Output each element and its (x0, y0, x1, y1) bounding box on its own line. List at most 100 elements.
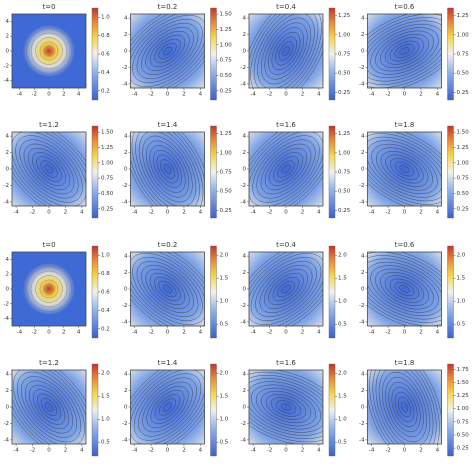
x-tick-label: -4 (132, 210, 138, 216)
y-tick-label: -2 (122, 303, 127, 309)
colorbar-tick-label: 1.50 (220, 12, 233, 18)
colorbar-tick-label: 0.75 (338, 170, 351, 176)
contour-line (281, 284, 291, 294)
field-bg (130, 132, 205, 206)
y-tick-label: 0 (361, 405, 365, 411)
panel-title: t=1.6 (276, 121, 296, 129)
x-tick-label: 2 (301, 210, 305, 216)
contour-line (163, 402, 172, 412)
contour-line (160, 159, 175, 179)
colorbar-tick-label: 0.5 (338, 322, 347, 328)
contour-line (249, 381, 323, 433)
colorbar-tick-label: 0.2 (101, 326, 110, 332)
x-tick-label: 0 (403, 92, 407, 98)
panel: t=1.4 -4 -2 0 2 4 -4 -2 0 2 4 0.25 0.50 0.75 1.00 1.25 (122, 121, 233, 219)
y-tick-label: -4 (122, 437, 128, 443)
x-tick-label: -4 (369, 210, 375, 216)
colorbar-tick-label: 0.5 (338, 440, 347, 446)
colorbar-tick-label: 1.0 (101, 253, 110, 259)
contour-line (250, 14, 322, 88)
y-tick-label: 2 (124, 270, 128, 276)
contour-line (145, 140, 190, 198)
colorbar-tick-label: 1.0 (101, 417, 110, 423)
y-tick-label: -4 (122, 81, 128, 87)
y-tick-label: -4 (4, 199, 10, 205)
contour-line (158, 398, 177, 416)
contour-line (390, 158, 419, 180)
contour-line (367, 136, 442, 202)
x-tick-label: 4 (317, 448, 321, 454)
panel-title: t=1.2 (39, 121, 59, 129)
field (367, 252, 442, 326)
contour-line (131, 132, 204, 206)
colorbar-tick-label: 1.25 (220, 131, 233, 137)
contour-line (391, 386, 418, 428)
y-tick-label: -4 (4, 437, 10, 443)
colorbar-tick-label: 0.2 (101, 88, 110, 94)
contour-line (399, 47, 410, 55)
y-tick-label: 0 (243, 287, 247, 293)
field (130, 14, 205, 88)
contour-line (133, 373, 202, 441)
colorbar-tick-label: 1.25 (457, 393, 470, 399)
contour-line (40, 398, 58, 416)
x-tick-label: 0 (166, 210, 170, 216)
contour-line (260, 17, 312, 85)
panel-title: t=0.4 (276, 241, 296, 249)
x-tick-label: 2 (62, 92, 66, 98)
panel: t=0.2 -4 -2 0 2 4 -4 -2 0 2 4 0.5 1.0 1.5 2.0 (122, 241, 229, 339)
colorbar-tick-label: 1.5 (101, 394, 110, 400)
y-tick-label: -2 (4, 63, 9, 69)
panel-title: t=1.8 (395, 121, 415, 129)
colorbar-tick-label: 0.75 (220, 58, 233, 64)
panel: t=1.2 -4 -2 0 2 4 -4 -2 0 2 4 0.5 1.0 1.5 2.0 (4, 359, 110, 457)
contour-line (249, 252, 323, 326)
y-tick-label: -4 (241, 199, 247, 205)
contour-line (130, 370, 205, 444)
field-bg (249, 370, 323, 444)
x-tick-label: 4 (199, 448, 203, 454)
x-tick-label: 0 (284, 210, 288, 216)
x-tick-label: -4 (369, 448, 375, 454)
y-tick-label: -2 (359, 421, 364, 427)
contour-line (150, 390, 185, 424)
field (249, 252, 323, 326)
panel-title: t=0.4 (276, 3, 296, 11)
contour-line (394, 391, 415, 423)
contour-line (145, 268, 190, 310)
colorbar-tick-label: 1.25 (220, 27, 233, 33)
contour-line (39, 41, 59, 61)
contour-line (130, 14, 205, 88)
colorbar-tick-label: 0.25 (457, 90, 470, 96)
panel: t=0.6 -4 -2 0 2 4 -4 -2 0 2 4 0.25 0.50 0.75 1.00 1.25 (359, 3, 470, 101)
contour-line (281, 164, 291, 174)
panel: t=0.4 -4 -2 0 2 4 -4 -2 0 2 4 0.25 0.50 0.75 1.00 1.25 (241, 3, 351, 101)
y-tick-label: -4 (359, 437, 365, 443)
contour-line (35, 275, 63, 303)
contour-line (36, 393, 62, 421)
contour-line (394, 161, 415, 177)
contour-line (375, 268, 434, 310)
y-tick-label: 0 (6, 167, 10, 173)
colorbar (328, 363, 336, 457)
contour-line (138, 132, 197, 206)
y-tick-label: 2 (6, 34, 10, 40)
contour-line (273, 156, 299, 182)
y-tick-label: 0 (243, 49, 247, 55)
contour-line (154, 38, 181, 64)
panel-title: t=1.4 (158, 359, 178, 367)
contour-line (163, 164, 172, 174)
colorbar-tick-label: 0.8 (101, 33, 110, 39)
contour-line (382, 371, 427, 443)
y-tick-label: 0 (6, 287, 10, 293)
contour-line (138, 377, 197, 437)
contour-line (397, 396, 412, 418)
colorbar-tick-label: 1.00 (220, 42, 233, 48)
y-tick-label: 4 (6, 134, 10, 140)
x-tick-label: 0 (47, 210, 51, 216)
x-tick-label: -2 (31, 92, 36, 98)
colorbar (91, 125, 99, 219)
colorbar-tick-label: 2.0 (220, 371, 229, 377)
x-tick-label: -2 (148, 448, 153, 454)
